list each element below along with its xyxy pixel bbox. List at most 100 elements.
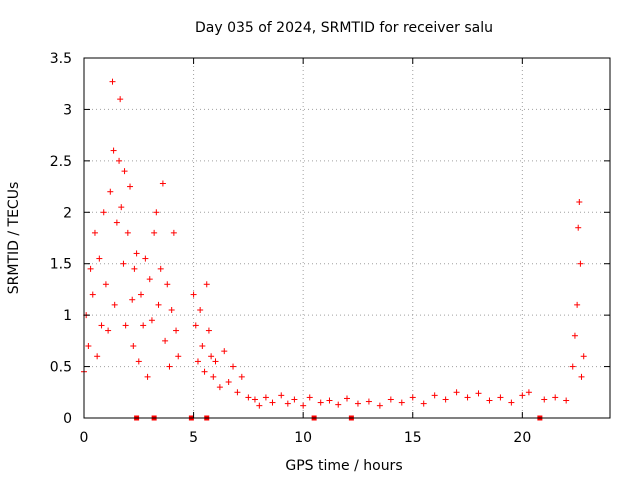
data-point [238, 373, 245, 380]
data-point [122, 322, 129, 329]
data-point [335, 401, 342, 408]
data-point [173, 327, 180, 334]
data-point [109, 78, 116, 85]
y-tick-label: 0.5 [50, 360, 72, 376]
data-point [159, 180, 166, 187]
data-point [129, 296, 136, 303]
data-point [199, 343, 206, 349]
data-point [306, 394, 313, 401]
data-point [571, 332, 578, 339]
data-point [94, 353, 101, 360]
data-point [130, 343, 137, 349]
data-point [201, 368, 208, 375]
data-point [284, 400, 291, 407]
data-point [155, 301, 162, 308]
data-point [137, 291, 144, 298]
data-point [116, 157, 123, 164]
data-point [578, 373, 585, 380]
data-point [245, 394, 252, 401]
data-point [563, 397, 570, 404]
data-point [100, 209, 107, 216]
data-point [205, 327, 212, 334]
chart-title: Day 035 of 2024, SRMTID for receiver sal… [195, 20, 493, 36]
data-point [420, 400, 427, 407]
data-point [175, 353, 182, 360]
data-point [98, 322, 105, 329]
data-point [121, 168, 128, 175]
data-point [190, 291, 197, 298]
data-point [107, 188, 114, 195]
ticks: 0 0.5 1 1.5 2 2.5 3 3.5 0 5 10 15 20 [50, 51, 610, 446]
data-point [124, 229, 131, 236]
data-point [148, 317, 155, 324]
data-point [221, 348, 228, 355]
data-point [140, 322, 147, 329]
x-tick-label: 15 [404, 430, 422, 446]
data-point [291, 396, 298, 403]
data-point [212, 358, 219, 365]
data-point [365, 398, 372, 405]
data-point [91, 229, 98, 236]
data-point [464, 394, 471, 401]
data-point [197, 307, 204, 313]
data-point [354, 400, 361, 407]
y-tick-label: 3 [63, 102, 72, 118]
data-point [170, 229, 177, 236]
data-point [225, 379, 232, 385]
data-point [575, 224, 582, 231]
data-point [486, 397, 493, 404]
data-point [580, 353, 587, 360]
data-point [135, 358, 142, 365]
data-point [146, 276, 153, 283]
data-point [127, 183, 134, 190]
data-point [431, 392, 438, 399]
data-points [81, 78, 587, 421]
x-tick-label: 20 [513, 430, 531, 446]
data-point [574, 301, 581, 308]
data-point [144, 373, 151, 380]
data-point [85, 343, 92, 349]
data-point [117, 96, 124, 103]
data-point [113, 219, 120, 226]
data-point [111, 301, 118, 308]
data-point [96, 255, 103, 262]
data-point [120, 260, 127, 267]
y-tick-label: 0 [63, 411, 72, 427]
data-point [525, 389, 532, 396]
y-tick-label: 2.5 [50, 154, 72, 170]
data-point [278, 392, 285, 399]
x-axis-title: GPS time / hours [285, 458, 402, 474]
data-point [168, 307, 175, 313]
data-point [376, 402, 383, 409]
data-point [142, 255, 149, 262]
data-point [151, 229, 158, 236]
y-axis-title: SRMTID / TECUs [6, 182, 22, 295]
data-point [577, 260, 584, 267]
data-point [118, 204, 125, 211]
data-point [300, 402, 307, 409]
data-point [552, 394, 559, 401]
plot-frame [83, 57, 611, 419]
data-point [453, 389, 460, 396]
data-point [164, 281, 171, 288]
data-point [102, 281, 109, 288]
data-point [234, 389, 241, 396]
data-point [133, 250, 140, 257]
data-point [194, 358, 201, 365]
data-point [519, 392, 526, 399]
data-point [256, 402, 263, 409]
data-point [131, 265, 138, 272]
data-point [208, 353, 215, 360]
data-point [216, 384, 223, 391]
data-point [210, 373, 217, 380]
x-tick-label: 0 [80, 430, 89, 446]
x-tick-label: 5 [189, 430, 198, 446]
data-point [87, 265, 94, 272]
data-point [344, 395, 350, 402]
data-point [251, 396, 258, 403]
y-tick-label: 1.5 [50, 257, 72, 273]
data-point [230, 363, 237, 370]
data-point [203, 281, 210, 288]
data-point [497, 394, 504, 401]
